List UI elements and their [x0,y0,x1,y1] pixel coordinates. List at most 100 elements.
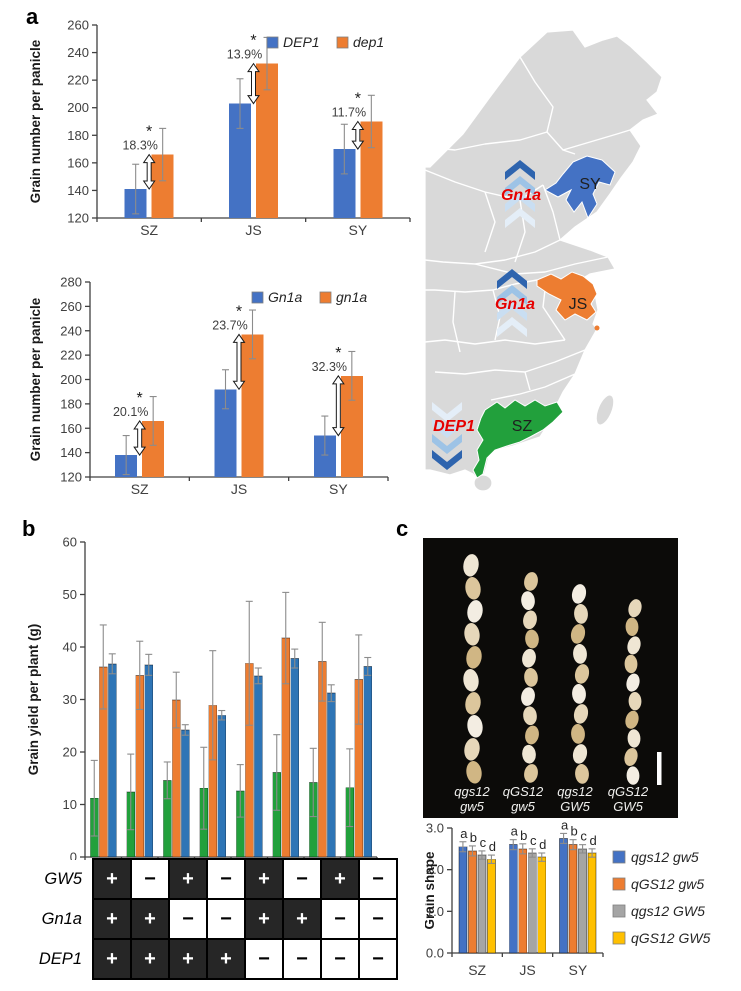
svg-text:2.0: 2.0 [426,862,444,877]
svg-text:13.9%: 13.9% [227,48,262,62]
genotype-cell: − [358,938,398,980]
svg-text:SY: SY [568,962,587,978]
gene-label-gn1a-1: Gn1a [501,187,541,204]
svg-text:50: 50 [63,587,77,602]
svg-text:23.7%: 23.7% [212,318,247,332]
photo-label-2: qGS12 gw5 [502,784,544,814]
genotype-cell: − [130,858,170,900]
map-region-JS [536,271,598,321]
panel-c-label: c [396,516,409,541]
grain-photo: qgs12 gw5 qGS12 gw5 qgs12 GW5 qGS12 GW5 [423,538,678,818]
genotype-cell: + [320,858,360,900]
svg-text:160: 160 [67,155,89,170]
chevron-down-arrows [432,402,462,470]
svg-text:*: * [250,33,256,50]
scale-bar [657,752,662,785]
gene-label-dep1: DEP1 [433,418,475,435]
svg-text:30: 30 [63,692,77,707]
svg-text:c: c [580,829,587,844]
svg-text:JS: JS [245,222,261,238]
svg-text:1.0: 1.0 [426,904,444,919]
svg-text:DEP1: DEP1 [283,34,320,50]
svg-text:140: 140 [67,183,89,198]
genotype-cell: + [92,898,132,940]
svg-text:a: a [460,826,468,841]
svg-text:240: 240 [60,323,82,338]
svg-text:SZ: SZ [131,481,149,497]
genotype-cell: − [168,898,208,940]
svg-text:10: 10 [63,797,77,812]
svg-text:20.1%: 20.1% [113,405,148,419]
genotype-cell: + [168,938,208,980]
svg-text:gn1a: gn1a [336,289,367,305]
svg-text:Gn1a: Gn1a [268,289,302,305]
svg-text:Grain number per panicle: Grain number per panicle [28,297,43,461]
svg-text:3.0: 3.0 [426,821,444,836]
svg-text:32.3%: 32.3% [312,360,347,374]
svg-text:c: c [530,833,537,848]
svg-text:0: 0 [70,850,77,861]
svg-text:SY: SY [348,222,367,238]
svg-text:260: 260 [67,18,89,33]
genotype-cell: + [168,858,208,900]
china-map: SY JS SZ Gn1a Gn1a DEP1 [425,29,663,492]
map-region-SZ [472,399,564,479]
photo-label-3: qgs12 GW5 [557,784,593,814]
genotype-cell: − [358,898,398,940]
svg-text:b: b [520,828,527,843]
panel-b-label: b [22,516,36,541]
svg-text:b: b [470,830,477,845]
map-label-JS: JS [569,296,588,313]
gene-row-label-DEP1: DEP1 [38,949,82,968]
svg-text:140: 140 [60,445,82,460]
map-label-SY: SY [579,176,601,193]
svg-text:dep1: dep1 [353,34,384,50]
svg-text:0.0: 0.0 [426,946,444,961]
svg-text:SY: SY [329,481,348,497]
genotype-cell: − [282,858,322,900]
svg-text:c: c [480,835,487,850]
svg-text:JS: JS [231,481,247,497]
svg-text:d: d [589,833,596,848]
genotype-cell: − [320,938,360,980]
genotype-cell: + [130,938,170,980]
svg-text:SZ: SZ [140,222,158,238]
svg-text:220: 220 [60,348,82,363]
svg-text:280: 280 [60,275,82,290]
photo-label-1: qgs12 gw5 [454,784,490,814]
chevron-up-arrows-2 [497,269,527,337]
svg-text:*: * [236,303,242,320]
gene-row-label-Gn1a: Gn1a [41,909,82,928]
svg-text:Grain number per panicle: Grain number per panicle [28,39,43,203]
map-region-JS-islet [594,325,600,331]
svg-text:d: d [489,839,496,854]
map-region-SY [544,155,616,220]
svg-text:120: 120 [60,470,82,485]
svg-text:11.7%: 11.7% [332,106,367,120]
genotype-cell: − [320,898,360,940]
genotype-cell: + [92,938,132,980]
svg-text:20: 20 [63,745,77,760]
svg-text:*: * [355,91,361,108]
grain-yield-chart: 0 10 20 30 40 50 60 Grain yield per plant (g) [26,535,378,861]
svg-text:SZ: SZ [468,962,486,978]
svg-text:Grain shape: Grain shape [425,851,437,930]
photo-label-4: qGS12 GW5 [607,784,649,814]
svg-text:120: 120 [67,211,89,226]
svg-text:*: * [137,390,143,407]
gene-label-gn1a-2: Gn1a [495,296,535,313]
svg-text:200: 200 [67,100,89,115]
svg-text:*: * [146,124,152,141]
genotype-cell: − [206,898,246,940]
svg-text:240: 240 [67,45,89,60]
svg-text:180: 180 [60,396,82,411]
gene-row-label-GW5: GW5 [44,869,82,888]
svg-text:qGS12 GW5: qGS12 GW5 [631,930,711,946]
svg-text:40: 40 [63,640,77,655]
genotype-cell: − [282,938,322,980]
grain-columns [463,554,662,785]
